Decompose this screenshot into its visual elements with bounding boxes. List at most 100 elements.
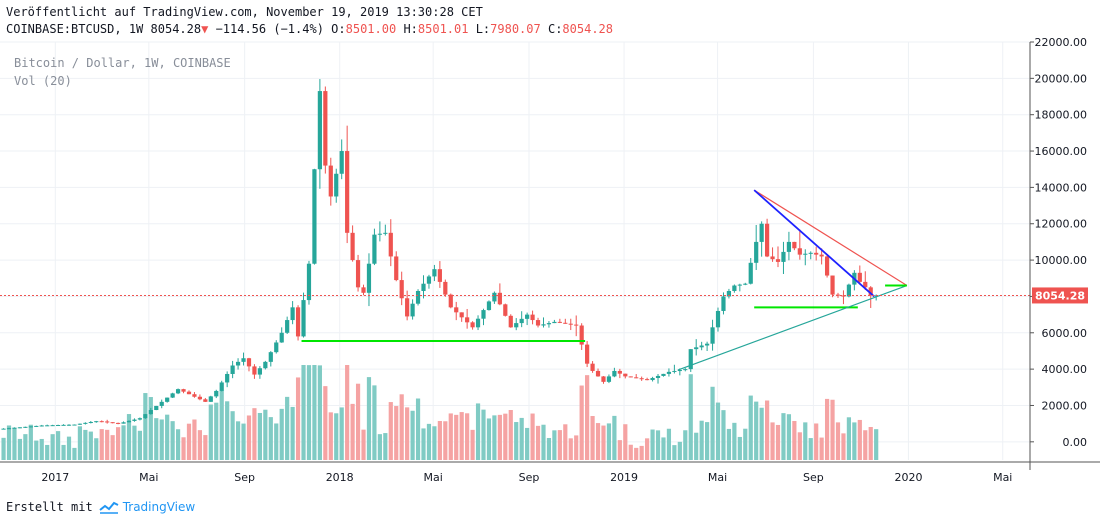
candle-body [143, 414, 148, 419]
volume-bar [628, 444, 633, 460]
volume-bar [737, 436, 742, 460]
y-tick-label: 22000.00 [1035, 36, 1088, 49]
candle-body [192, 394, 197, 397]
price-chart[interactable]: 22000.00 20000.00 18000.00 16000.00 14000.00… [0, 0, 1100, 492]
volume-bar [732, 422, 737, 460]
volume-bar [55, 431, 61, 460]
volume-bar [279, 408, 284, 460]
ohlc-line: COINBASE:BTCUSD, 1W 8054.28▼ −114.56 (−1… [6, 21, 613, 38]
candle-body [12, 427, 17, 429]
candle-body [824, 256, 830, 276]
tradingview-logo-icon[interactable] [99, 500, 119, 514]
candles [1, 79, 879, 430]
grid [0, 41, 1030, 460]
volume-bar [115, 427, 121, 460]
volume-bar [448, 413, 453, 460]
volume-bar [443, 421, 448, 460]
candle-body [705, 343, 710, 346]
volume-bar [410, 410, 415, 460]
volume-bar [492, 415, 497, 460]
candle-body [699, 345, 704, 348]
candle-body [154, 405, 159, 411]
volume-bar [552, 430, 557, 460]
volume-bar [181, 437, 186, 460]
candle-body [350, 232, 355, 261]
volume-bar [481, 409, 486, 460]
volume-bar [857, 419, 862, 460]
y-tick-label: 18000.00 [1035, 109, 1088, 122]
candle-body [219, 382, 224, 391]
candle-body [541, 324, 546, 326]
trendlines [301, 189, 908, 371]
low-label: L: [475, 22, 491, 36]
volume-bar [786, 414, 792, 460]
volume-bar [61, 444, 66, 460]
candle-body [863, 281, 868, 288]
volume-bar [394, 406, 399, 460]
candle-body [563, 322, 568, 324]
candle-body [465, 317, 470, 323]
volume-bar [323, 386, 328, 460]
volume-bar [214, 402, 219, 460]
y-tick-label: 20000.00 [1035, 72, 1088, 85]
candle-body [552, 321, 557, 324]
candle-body [94, 421, 99, 423]
candle-body [432, 269, 437, 277]
candle-body [388, 232, 393, 257]
candle-body [421, 283, 426, 291]
volume-bar [186, 423, 192, 460]
volume-bar [634, 447, 639, 460]
volume-bar [339, 407, 344, 460]
volume-bar [208, 404, 213, 460]
candle-body [710, 327, 715, 344]
volume-bar [863, 430, 868, 460]
candle-body [165, 397, 170, 402]
volume-bar [726, 428, 732, 460]
volume-bar [366, 377, 372, 460]
x-tick-label: Mai [993, 471, 1012, 484]
volume-bar [170, 421, 175, 460]
volume-bar [530, 413, 535, 460]
candle-body [72, 424, 77, 426]
candle-body [339, 151, 344, 174]
volume-bar [677, 441, 682, 460]
volume-bar [317, 365, 322, 460]
candle-body [841, 295, 846, 297]
candle-body [66, 424, 72, 426]
candle-body [214, 390, 219, 397]
candle-body [715, 310, 721, 328]
volume-bar [617, 440, 622, 460]
volume-bar [454, 414, 459, 460]
volume-bar [754, 401, 759, 460]
volume-bar [808, 438, 813, 460]
volume-bar [694, 432, 699, 460]
volume-bar [568, 438, 573, 460]
candle-body [235, 361, 241, 366]
candle-body [459, 312, 464, 318]
volume-bar [383, 433, 388, 460]
chart-header: Veröffentlicht auf TradingView.com, Nove… [6, 4, 613, 38]
volume-bar [563, 424, 568, 460]
candle-body [519, 318, 524, 324]
volume-bar [819, 437, 824, 460]
candle-body [126, 420, 132, 423]
candle-body [105, 421, 110, 423]
created-with-label: Erstellt mit [6, 500, 93, 514]
volume-bar [246, 415, 252, 460]
tradingview-link[interactable]: TradingView [122, 500, 196, 514]
volume-bar [274, 423, 279, 460]
volume-bar [301, 365, 306, 460]
candle-body [246, 358, 252, 367]
candle-body [372, 234, 377, 264]
volume-bar [399, 394, 404, 460]
low-value: 7980.07 [490, 22, 541, 36]
candle-body [530, 314, 535, 321]
down-arrow-icon: ▼ [201, 22, 209, 36]
volume-bar [377, 434, 382, 460]
candle-body [535, 320, 541, 326]
candle-body [366, 263, 372, 293]
x-tick-label: 2018 [326, 471, 354, 484]
candle-body [39, 425, 44, 427]
candle-body [508, 315, 513, 328]
candle-body [426, 276, 432, 284]
